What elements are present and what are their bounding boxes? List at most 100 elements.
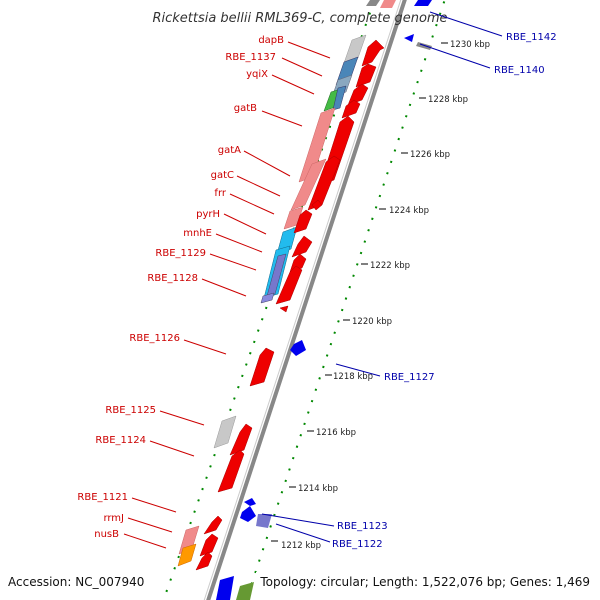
gene-top-pink[interactable]: [380, 0, 396, 8]
gene-pyrH-outer[interactable]: [293, 209, 313, 234]
gene-RBE_1123-small[interactable]: [244, 498, 256, 506]
label-pyrH[interactable]: pyrH: [196, 209, 220, 220]
tick-label-1228: 1228 kbp: [428, 95, 468, 105]
gene-RBE_1126-outer[interactable]: [249, 347, 275, 387]
gene-gatA[interactable]: [290, 158, 327, 211]
gene-RBE_1129-inner[interactable]: [266, 253, 287, 297]
gene-RBE_1140[interactable]: [404, 34, 414, 42]
leader-RBE_1126: [183, 339, 227, 355]
label-RBE_1129[interactable]: RBE_1129: [155, 248, 206, 259]
label-RBE_1123[interactable]: RBE_1123: [337, 521, 388, 532]
tick-label-1218: 1218 kbp: [333, 372, 373, 382]
leader-RBE_1142: [429, 11, 503, 37]
leader-yqiX: [271, 74, 315, 95]
label-RBE_1140[interactable]: RBE_1140: [494, 65, 545, 76]
gene-nusB[interactable]: [177, 543, 197, 567]
gene-arrow-tiny[interactable]: [279, 305, 289, 313]
gene-arrow-2[interactable]: [355, 63, 377, 88]
leader-RBE_1121: [131, 497, 177, 513]
leader-pyrH: [223, 213, 267, 235]
genome-backbone: [206, 0, 407, 600]
gene-RBE_1140-grey[interactable]: [416, 42, 432, 50]
gene-RBE_1125[interactable]: [213, 415, 237, 449]
label-gatC[interactable]: gatC: [211, 170, 234, 181]
label-RBE_1142[interactable]: RBE_1142: [506, 32, 557, 43]
label-gatB[interactable]: gatB: [234, 103, 257, 114]
gene-bottom-green[interactable]: [236, 582, 254, 600]
label-RBE_1121[interactable]: RBE_1121: [77, 492, 128, 503]
tick-label-1226: 1226 kbp: [410, 150, 450, 160]
gene-RBE_1122[interactable]: [256, 514, 272, 528]
label-RBE_1122[interactable]: RBE_1122: [332, 539, 383, 550]
gene-top-grey[interactable]: [366, 0, 380, 6]
inner-strand-features: [177, 34, 367, 567]
tick-label-1222: 1222 kbp: [370, 261, 410, 271]
ruler-ticks: 1230 kbp 1228 kbp 1226 kbp 1224 kbp 1222…: [271, 40, 490, 551]
gene-mnhE[interactable]: [276, 226, 298, 255]
label-yqiX[interactable]: yqiX: [246, 69, 268, 80]
leader-RBE_1129: [209, 253, 257, 271]
leader-gatA: [243, 150, 291, 177]
footer-topology-bg: [256, 572, 594, 590]
gene-mnhE-outer[interactable]: [291, 235, 313, 258]
label-gatA[interactable]: gatA: [218, 145, 241, 156]
leader-RBE_1125: [159, 410, 205, 426]
leader-nusB: [123, 533, 167, 549]
bottom-features: [216, 0, 396, 600]
gene-RBE_1128[interactable]: [260, 292, 275, 304]
tick-label-1216: 1216 kbp: [316, 428, 356, 438]
leader-RBE_1122: [275, 523, 331, 543]
label-RBE_1124[interactable]: RBE_1124: [95, 435, 146, 446]
gene-RBE_1128-outer[interactable]: [275, 265, 303, 305]
label-RBE_1126[interactable]: RBE_1126: [129, 333, 180, 344]
gene-yqiX-blue[interactable]: [332, 85, 347, 111]
gene-arrow-4[interactable]: [341, 99, 361, 119]
outer-strand-features: [195, 39, 385, 571]
label-RBE_1125[interactable]: RBE_1125: [105, 405, 156, 416]
leader-RBE_1124: [149, 440, 195, 457]
gene-RBE_1127[interactable]: [290, 340, 306, 356]
gene-RBE_1125-outer[interactable]: [229, 423, 253, 456]
gene-dapB[interactable]: [343, 34, 367, 64]
tick-label-1220: 1220 kbp: [352, 317, 392, 327]
label-dapB[interactable]: dapB: [258, 35, 284, 46]
label-rrmJ[interactable]: rrmJ: [103, 513, 124, 524]
leader-frr: [229, 193, 275, 215]
right-labels: RBE_1142 RBE_1140 RBE_1127 RBE_1123 RBE_…: [261, 11, 557, 550]
gene-RBE_1121-outer[interactable]: [199, 533, 219, 557]
label-RBE_1128[interactable]: RBE_1128: [147, 273, 198, 284]
gene-bottom-blue[interactable]: [216, 576, 234, 600]
gene-RBE_1123[interactable]: [240, 506, 256, 522]
leader-rrmJ: [127, 517, 173, 533]
left-labels: dapB RBE_1137 yqiX gatB gatA gatC frr py…: [77, 35, 331, 549]
label-RBE_1127[interactable]: RBE_1127: [384, 372, 435, 383]
gene-rrmJ-outer[interactable]: [203, 515, 223, 535]
leader-mnhE: [215, 233, 263, 253]
leader-gatC: [236, 175, 281, 197]
label-frr[interactable]: frr: [214, 188, 226, 199]
gene-arrow-1[interactable]: [361, 39, 385, 67]
gene-arrow-3[interactable]: [347, 83, 369, 106]
label-nusB[interactable]: nusB: [94, 529, 119, 540]
gene-gatA-outer[interactable]: [307, 155, 341, 211]
gene-arrow-small[interactable]: [311, 199, 323, 211]
gene-nusB-outer[interactable]: [195, 551, 213, 571]
footer-accession-bg: [4, 572, 152, 590]
tick-label-1214: 1214 kbp: [298, 484, 338, 494]
gene-RBE_1142[interactable]: [414, 0, 432, 6]
accession-text: Accession: NC_007940: [8, 575, 144, 589]
leader-RBE_1127: [335, 363, 381, 377]
gene-RBE_1124-outer[interactable]: [217, 449, 245, 493]
label-mnhE[interactable]: mnhE: [183, 228, 212, 239]
gene-RBE_1129-outer[interactable]: [289, 253, 307, 273]
leader-RBE_1123: [261, 513, 335, 527]
leader-dapB: [287, 41, 331, 59]
leader-RBE_1128: [201, 278, 247, 297]
blue-features: [240, 0, 432, 528]
tick-label-1230: 1230 kbp: [450, 40, 490, 50]
tick-label-1224: 1224 kbp: [389, 206, 429, 216]
label-RBE_1137[interactable]: RBE_1137: [225, 52, 276, 63]
leader-RBE_1140: [419, 43, 491, 69]
